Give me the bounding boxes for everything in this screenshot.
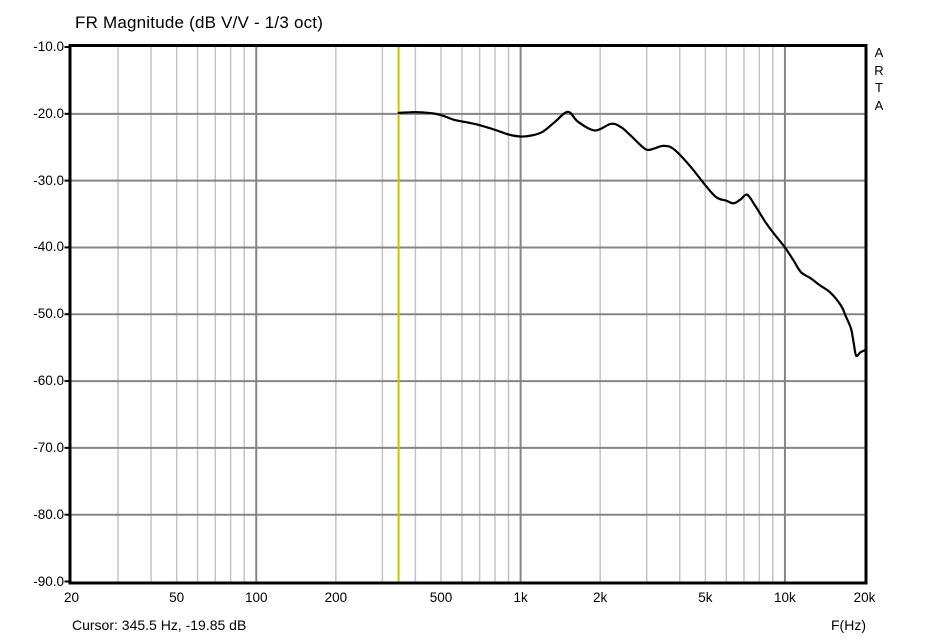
y-tick-label: -10.0 (33, 39, 64, 54)
x-axis-unit-label: F(Hz) (831, 617, 866, 633)
x-tick-label: 50 (169, 590, 185, 605)
y-tick-label: -80.0 (33, 506, 64, 522)
watermark-letter: R (874, 62, 884, 78)
y-tick-label: -70.0 (33, 439, 64, 455)
x-tick-label: 100 (244, 590, 268, 605)
plot-border (68, 44, 868, 585)
y-tick-label: -60.0 (33, 373, 64, 389)
x-tick-label: 20k (853, 590, 876, 605)
x-tick-label: 200 (324, 590, 348, 605)
watermark-letter: T (875, 80, 883, 95)
watermark-letter: A (874, 97, 884, 113)
chart-title: FR Magnitude (dB V/V - 1/3 oct) (75, 13, 324, 32)
watermark-letter: A (874, 45, 884, 60)
x-tick-label: 20 (63, 590, 80, 605)
y-tick-label: -30.0 (33, 172, 64, 188)
x-tick-label: 5k (698, 590, 713, 605)
x-tick-label: 500 (429, 590, 453, 605)
x-tick-label: 2k (593, 590, 608, 605)
y-tick-label: -40.0 (33, 239, 64, 255)
fr-response-curve[interactable] (397, 110, 866, 358)
y-tick-label: -20.0 (33, 105, 64, 121)
y-tick-label: -50.0 (33, 306, 64, 322)
x-tick-label: 1k (513, 590, 528, 605)
cursor-readout: Cursor: 345.5 Hz, -19.85 dB (72, 617, 247, 633)
y-tick-label: -90.0 (33, 573, 64, 589)
x-tick-label: 10k (774, 590, 796, 605)
